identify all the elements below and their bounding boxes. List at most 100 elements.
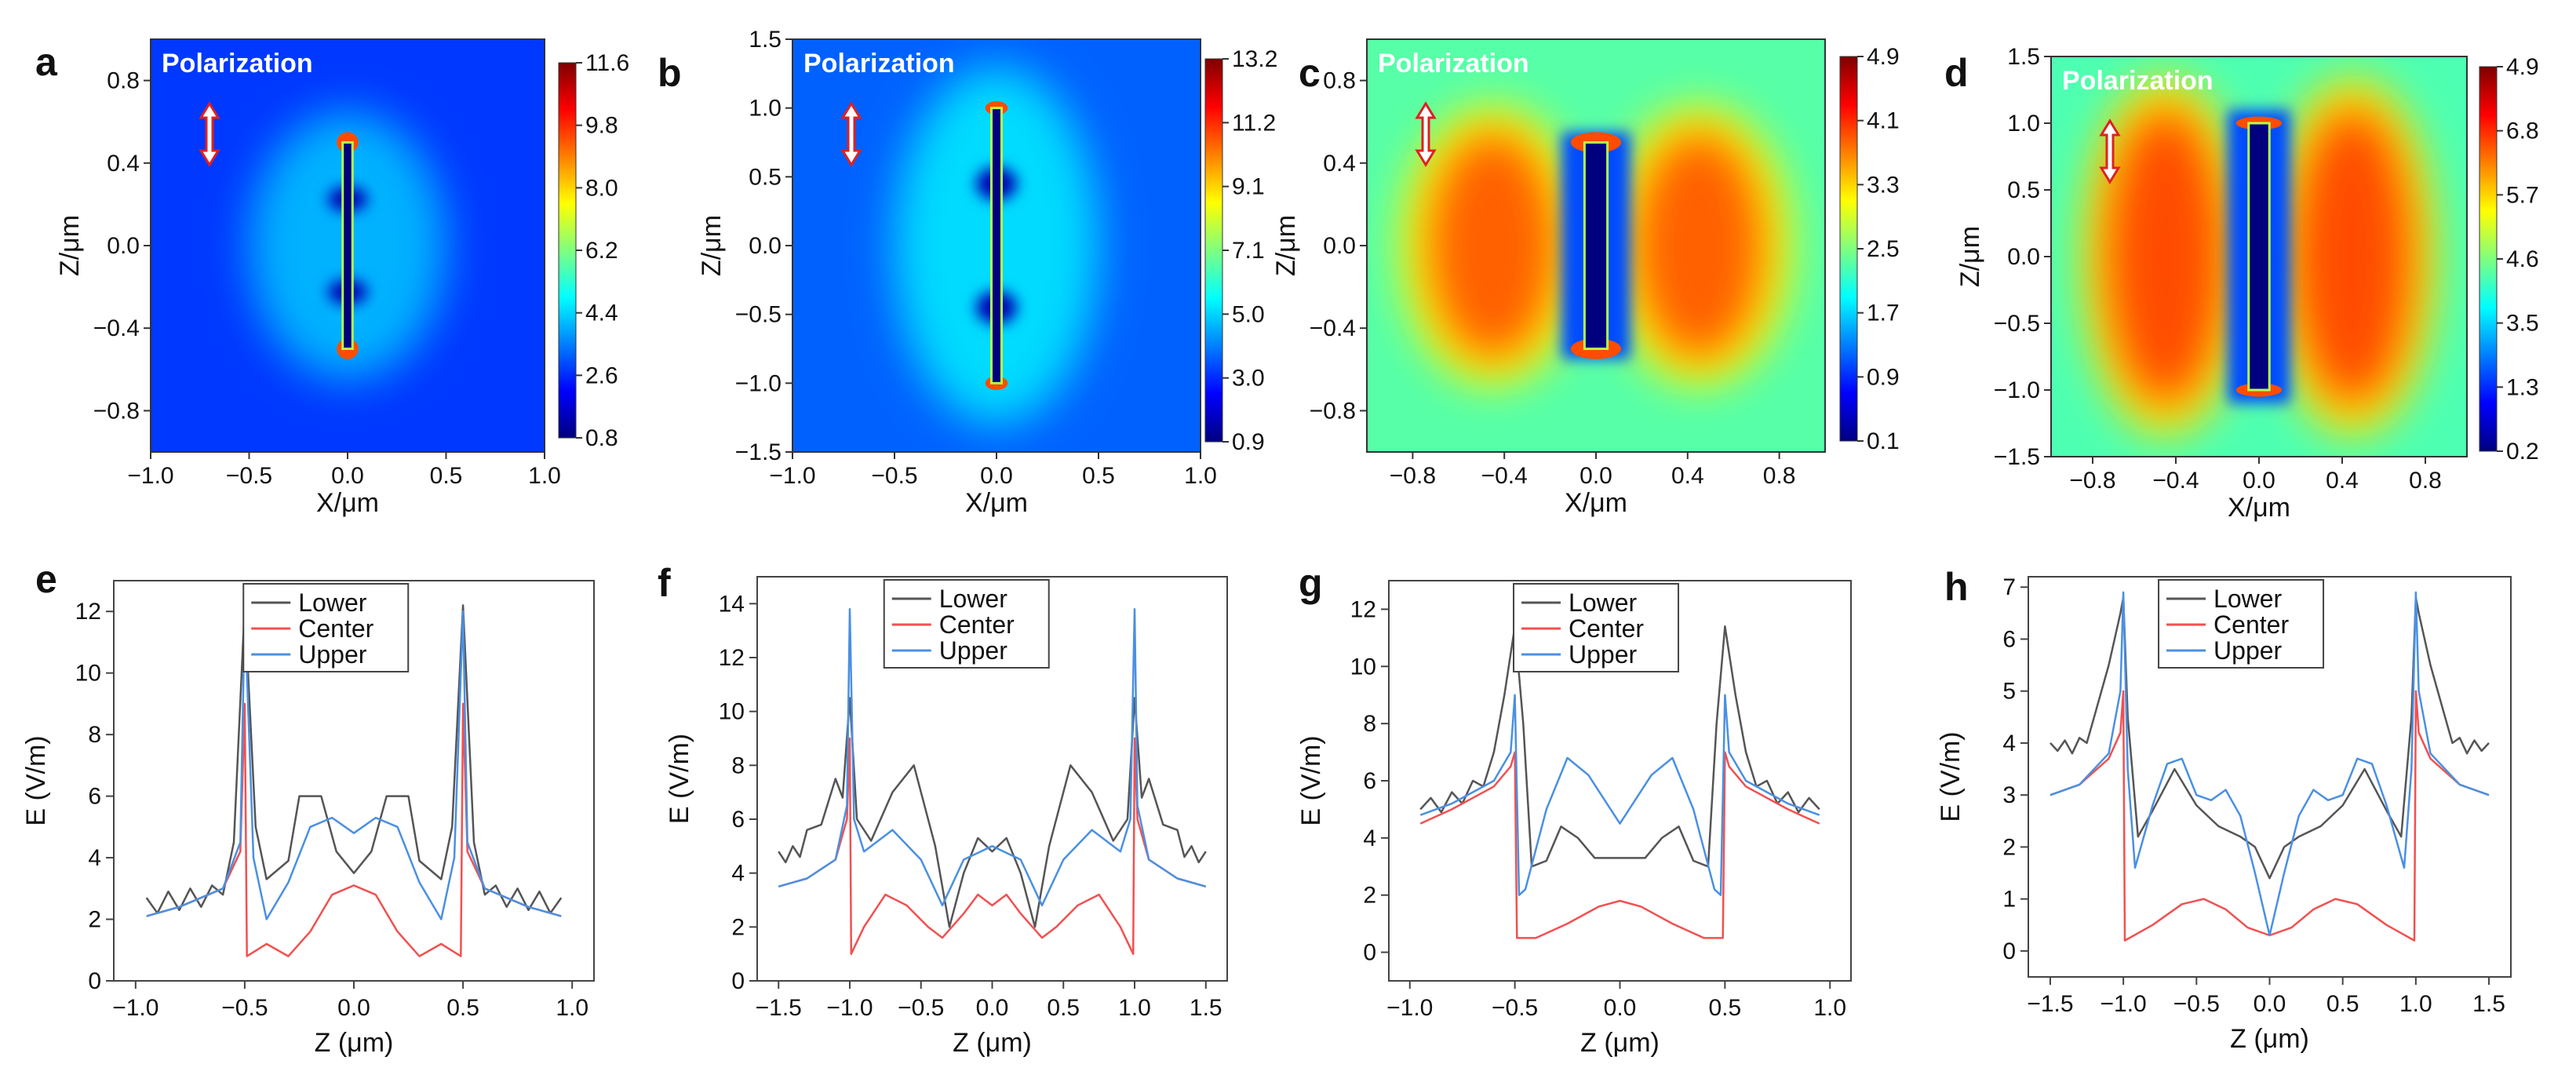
x-tick-label: 0.8 xyxy=(1763,463,1796,489)
y-axis-label: Z/μm xyxy=(55,215,85,276)
x-tick-label: −0.8 xyxy=(2069,468,2115,494)
colorbar-tick-label: 3.5 xyxy=(2506,311,2539,337)
x-tick-label: 0.0 xyxy=(1579,463,1612,489)
y-axis-label: E (V/m) xyxy=(665,734,694,824)
legend-entry: Lower xyxy=(2213,585,2283,613)
y-tick-label: 0.0 xyxy=(107,233,140,259)
x-axis-label: X/μm xyxy=(2228,493,2290,523)
y-tick-label: 0.8 xyxy=(107,68,140,94)
legend-entry: Upper xyxy=(939,636,1008,665)
polarization-label: Polarization xyxy=(2062,66,2213,96)
x-tick-label: 0.0 xyxy=(976,995,1009,1021)
legend-entry: Center xyxy=(1569,614,1644,643)
colorbar-tick-label: 11.6 xyxy=(585,50,629,76)
colorbar-tick-label: 0.2 xyxy=(2506,439,2539,465)
panel-f: −1.5 −1.0 −0.5 0.0 0.5 1.0 1.5 0 2 4 6 8 10 12 14 Z (μm… xyxy=(658,561,1228,1058)
heatmap-field xyxy=(1367,39,1825,452)
y-tick-label: 1 xyxy=(2002,887,2016,913)
y-tick-label: 2 xyxy=(731,914,745,940)
x-tick-label: 1.0 xyxy=(528,463,561,489)
x-tick-label: 1.0 xyxy=(1184,463,1217,489)
y-tick-label: 6 xyxy=(731,807,745,833)
y-tick-label: 1.0 xyxy=(2007,111,2040,137)
legend-entry: Lower xyxy=(1569,589,1638,617)
y-tick-label: 1.5 xyxy=(2007,44,2040,70)
series-line-center xyxy=(1419,751,1820,939)
y-tick-label: 0.0 xyxy=(749,233,782,259)
y-tick-label: 10 xyxy=(75,661,101,687)
y-tick-label: 2 xyxy=(1363,883,1376,909)
x-tick-label: 0.0 xyxy=(331,463,364,489)
colorbar-tick-label: 5.7 xyxy=(2506,182,2539,208)
x-axis-label: Z (μm) xyxy=(315,1028,394,1058)
y-axis-label: E (V/m) xyxy=(1296,735,1326,825)
y-tick-label: 4 xyxy=(2002,731,2016,756)
polarization-arrow-icon xyxy=(2099,118,2121,184)
x-tick-label: 0.0 xyxy=(337,995,370,1021)
y-tick-label: −0.8 xyxy=(93,398,140,424)
panel-a: Polarization −1.0 −0.5 0.0 0.5 1.0 −0.8 −0.4 0.0… xyxy=(35,38,629,518)
colorbar-tick-label: 4.6 xyxy=(2506,246,2539,272)
y-tick-label: 12 xyxy=(1350,596,1376,622)
nanorod xyxy=(341,141,354,350)
colorbar xyxy=(1839,56,1858,442)
panel-label: b xyxy=(658,51,682,95)
series-lines xyxy=(1419,625,1820,939)
x-tick-label: 0.8 xyxy=(2409,468,2442,494)
colorbar-tick-label: 1.7 xyxy=(1867,301,1900,326)
y-axis-label: E (V/m) xyxy=(21,735,51,825)
x-tick-label: 0.5 xyxy=(1709,995,1742,1021)
series-line-lower xyxy=(2050,596,2490,880)
x-tick-label: 0.5 xyxy=(1047,995,1080,1021)
y-tick-label: 8 xyxy=(1363,711,1376,737)
x-tick-label: 0.4 xyxy=(1671,463,1704,489)
x-tick-label: 1.0 xyxy=(2399,991,2432,1017)
field-lobe-core xyxy=(2294,110,2411,403)
y-tick-label: 0.5 xyxy=(2007,177,2040,203)
y-tick-label: −0.4 xyxy=(93,315,140,341)
y-tick-label: 10 xyxy=(719,699,745,725)
colorbar-tick-label: 4.9 xyxy=(2506,54,2539,80)
panel-d: Polarization −0.8 −0.4 0.0 0.4 0.8 −1.5 −1.0 −0.… xyxy=(1944,44,2539,523)
x-axis-label: Z (μm) xyxy=(2230,1024,2309,1054)
nanorod xyxy=(1583,141,1609,350)
x-tick-label: 0.5 xyxy=(446,995,479,1021)
colorbar-tick-label: 4.1 xyxy=(1867,108,1900,134)
y-tick-label: 12 xyxy=(719,645,745,671)
legend-entry: Lower xyxy=(298,589,367,617)
x-tick-label: 0.0 xyxy=(1604,995,1637,1021)
x-axis-label: Z (μm) xyxy=(1580,1028,1660,1058)
y-tick-label: 0 xyxy=(731,968,745,994)
y-tick-label: 4 xyxy=(1363,825,1376,851)
colorbar xyxy=(2479,66,2498,452)
nanorod xyxy=(2247,122,2271,392)
colorbar-tick-label: 1.3 xyxy=(2506,374,2539,400)
y-tick-label: 0.4 xyxy=(107,151,140,177)
x-tick-label: −1.0 xyxy=(826,995,873,1021)
field-lobe-core xyxy=(2107,110,2224,403)
series-line-upper xyxy=(2050,591,2490,937)
x-tick-label: −1.0 xyxy=(127,463,173,489)
panel-label: e xyxy=(35,557,57,601)
x-tick-label: 0.4 xyxy=(2326,468,2359,494)
y-tick-label: −0.8 xyxy=(1310,398,1356,424)
x-tick-label: −1.5 xyxy=(2027,991,2073,1017)
colorbar-tick-label: 7.1 xyxy=(1232,238,1265,264)
y-tick-label: 0.0 xyxy=(1323,233,1356,259)
panel-label: d xyxy=(1944,51,1969,95)
y-tick-label: 0.0 xyxy=(2007,244,2040,270)
legend-entry: Center xyxy=(2213,610,2289,639)
x-tick-label: 1.0 xyxy=(1118,995,1151,1021)
x-axis-label: X/μm xyxy=(965,488,1028,518)
nanorod xyxy=(990,107,1003,384)
colorbar-tick-label: 4.9 xyxy=(1867,44,1900,70)
y-tick-label: 1.0 xyxy=(749,96,782,122)
x-tick-label: 0.0 xyxy=(980,463,1013,489)
y-tick-label: 6 xyxy=(88,784,101,810)
series-line-lower xyxy=(1419,625,1820,868)
y-tick-label: −0.5 xyxy=(735,302,782,328)
y-tick-label: 5 xyxy=(2002,679,2016,705)
